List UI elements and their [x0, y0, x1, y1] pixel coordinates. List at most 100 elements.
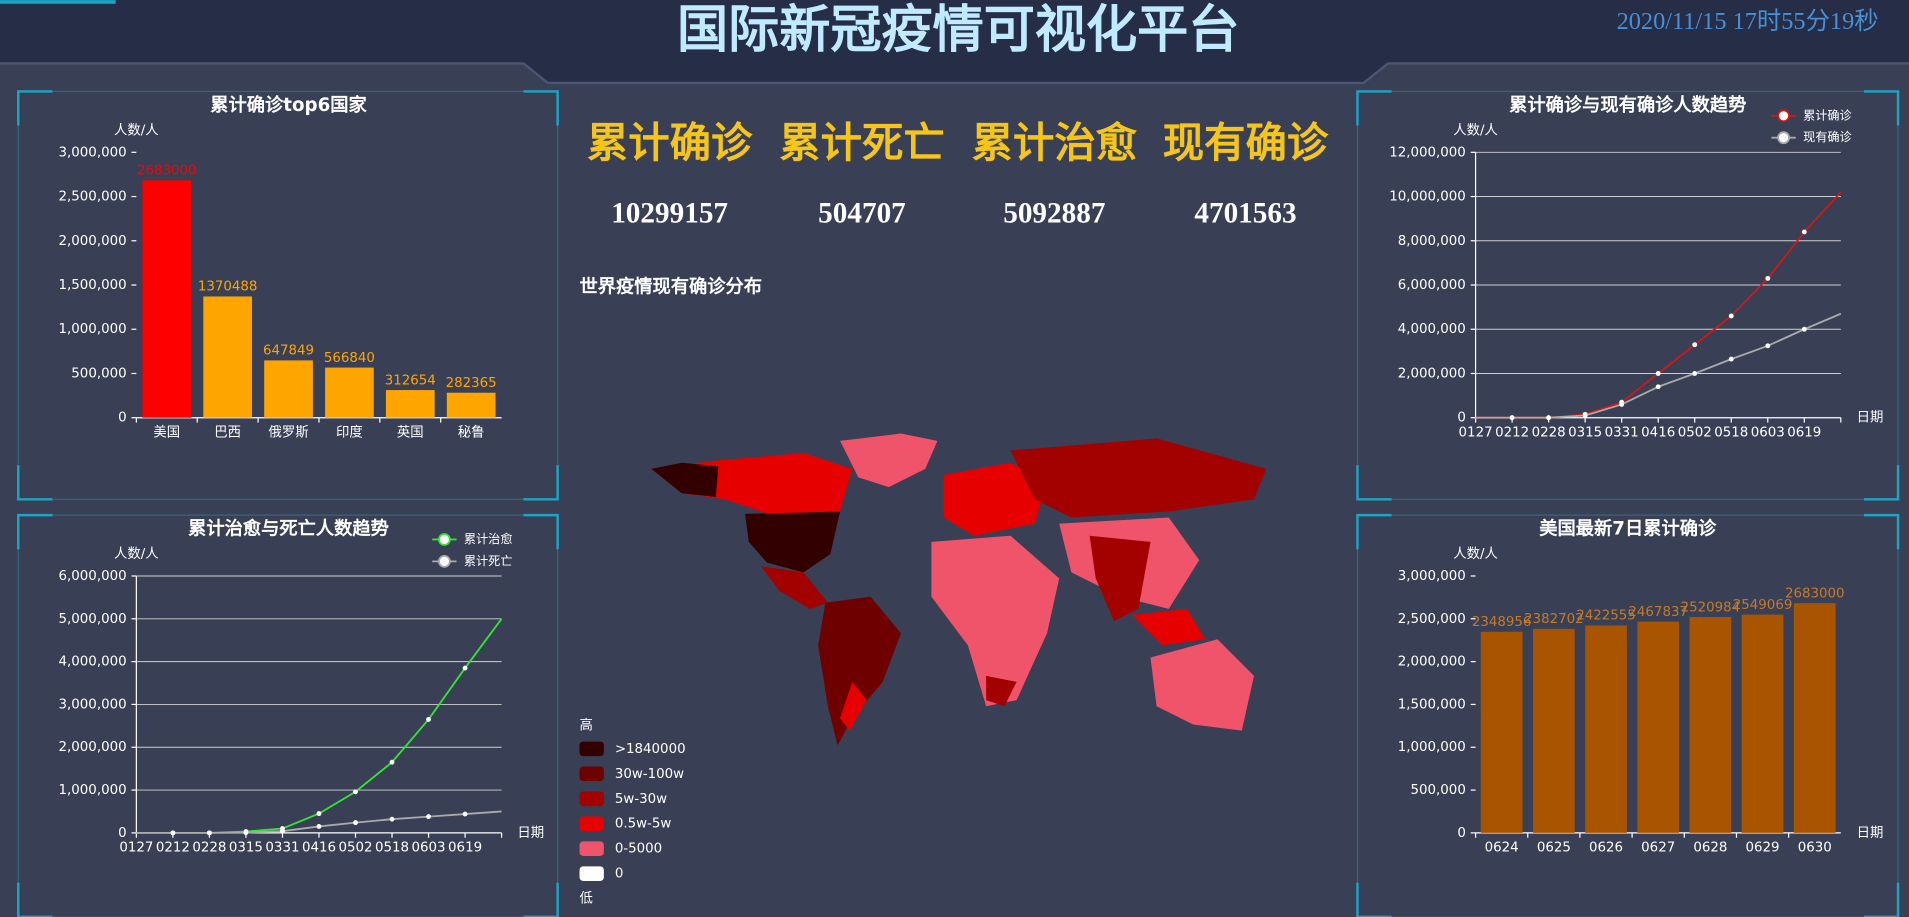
- panel-corner: [17, 513, 53, 550]
- legend-label: 5w-30w: [615, 792, 667, 807]
- series-point: [1692, 371, 1698, 376]
- series-point: [462, 665, 468, 671]
- map-region: [1010, 438, 1267, 518]
- x-tick-label: 0628: [1693, 840, 1727, 855]
- datetime: 2020/11/15 17时55分19秒: [1617, 8, 1879, 35]
- series-point: [1692, 342, 1698, 348]
- bar-value-label: 2467837: [1628, 605, 1688, 620]
- series-point: [1619, 402, 1625, 407]
- bar: [385, 390, 435, 418]
- bar-value-label: 647849: [263, 344, 314, 359]
- panel-corner: [1863, 90, 1900, 126]
- x-tick-label: 印度: [336, 424, 363, 440]
- series-point: [243, 830, 249, 836]
- x-tick-label: 0619: [1787, 425, 1821, 440]
- x-tick-label: 0416: [1641, 425, 1675, 440]
- bar: [1637, 621, 1680, 833]
- chart-title: 美国最新7日累计确诊: [1539, 518, 1717, 540]
- series-point: [1728, 356, 1734, 362]
- y-tick-label: 1,500,000: [1398, 697, 1466, 712]
- y-tick-label: 6,000,000: [59, 569, 127, 584]
- map-region: [943, 462, 1048, 536]
- series-point: [1765, 343, 1771, 349]
- series-point: [1546, 415, 1552, 421]
- x-tick-label: 0603: [1751, 425, 1785, 440]
- y-tick-label: 1,000,000: [59, 322, 127, 337]
- legend-label: 0.5w-5w: [615, 817, 672, 832]
- map-region: [986, 675, 1017, 707]
- bar: [1689, 617, 1732, 833]
- x-tick-label: 0518: [1714, 425, 1748, 440]
- chart-title: 累计确诊top6国家: [210, 94, 367, 116]
- x-tick-label: 巴西: [214, 425, 241, 440]
- y-tick-label: 2,000,000: [1398, 366, 1466, 381]
- series-point: [1765, 275, 1771, 281]
- y-tick-label: 2,500,000: [59, 190, 127, 205]
- map-region: [840, 433, 938, 488]
- y-tick-label: 2,000,000: [1398, 655, 1466, 670]
- y-tick-label: 3,000,000: [1398, 569, 1466, 584]
- y-tick-label: 0: [1457, 411, 1466, 426]
- x-tick-label: 0502: [338, 840, 372, 855]
- legend-marker: [437, 554, 451, 568]
- series-point: [462, 811, 468, 817]
- y-tick-label: 0: [1457, 826, 1466, 841]
- stat-label: 累计治愈: [972, 119, 1138, 167]
- map-region: [1089, 535, 1151, 622]
- panel-corner: [523, 90, 559, 126]
- series-point: [1801, 229, 1807, 235]
- panel-frame: [17, 90, 559, 500]
- series-point: [206, 830, 212, 836]
- y-axis-label: 人数/人: [1453, 546, 1498, 562]
- map-region: [818, 596, 901, 746]
- y-axis-label: 人数/人: [1453, 122, 1498, 138]
- header-accent: [0, 0, 116, 4]
- series-point: [1655, 371, 1661, 376]
- series-point: [1728, 313, 1734, 319]
- x-tick-label: 0624: [1485, 840, 1519, 855]
- stat-value: 10299157: [611, 197, 728, 229]
- y-tick-label: 1,000,000: [1398, 740, 1466, 755]
- legend-high: 高: [580, 717, 593, 734]
- x-tick-label: 0603: [412, 840, 446, 855]
- x-tick-label: 0627: [1641, 840, 1675, 855]
- bar-value-label: 2683000: [137, 164, 197, 179]
- y-tick-label: 2,500,000: [1398, 612, 1466, 627]
- bar: [1585, 625, 1627, 833]
- y-axis-label: 人数/人: [114, 546, 159, 562]
- y-tick-label: 0: [118, 826, 127, 841]
- series-point: [353, 789, 358, 795]
- header-bar: [0, 0, 1909, 83]
- legend-label: 0: [615, 867, 624, 882]
- chart-title: 累计确诊与现有确诊人数趋势: [1509, 94, 1746, 116]
- map-region: [1150, 639, 1254, 731]
- chart-title: 累计治愈与死亡人数趋势: [188, 518, 389, 540]
- panel-corner: [1863, 465, 1900, 501]
- stat-value: 4701563: [1194, 197, 1296, 229]
- panel-corner: [17, 465, 53, 501]
- stat-value: 504707: [818, 197, 906, 229]
- x-tick-label: 秘鲁: [458, 424, 485, 440]
- x-tick-label: 美国: [153, 424, 180, 440]
- map-region: [931, 535, 1060, 707]
- panel-corner: [523, 513, 559, 550]
- y-tick-label: 10,000,000: [1389, 190, 1466, 205]
- series-point: [1509, 415, 1515, 421]
- stat-label: 现有确诊: [1163, 119, 1329, 167]
- x-tick-label: 0630: [1798, 840, 1832, 855]
- panel-corner: [17, 90, 53, 126]
- legend-marker: [437, 533, 451, 546]
- x-tick-label: 英国: [397, 423, 424, 440]
- legend-swatch: [579, 791, 604, 807]
- x-tick-label: 0626: [1589, 840, 1623, 855]
- legend-low: 低: [580, 891, 593, 907]
- y-axis-label: 人数/人: [114, 122, 159, 138]
- series-point: [426, 716, 431, 722]
- legend-swatch: [579, 741, 604, 757]
- header-edge: [0, 62, 1909, 85]
- series-point: [280, 828, 285, 834]
- series-point: [316, 824, 322, 829]
